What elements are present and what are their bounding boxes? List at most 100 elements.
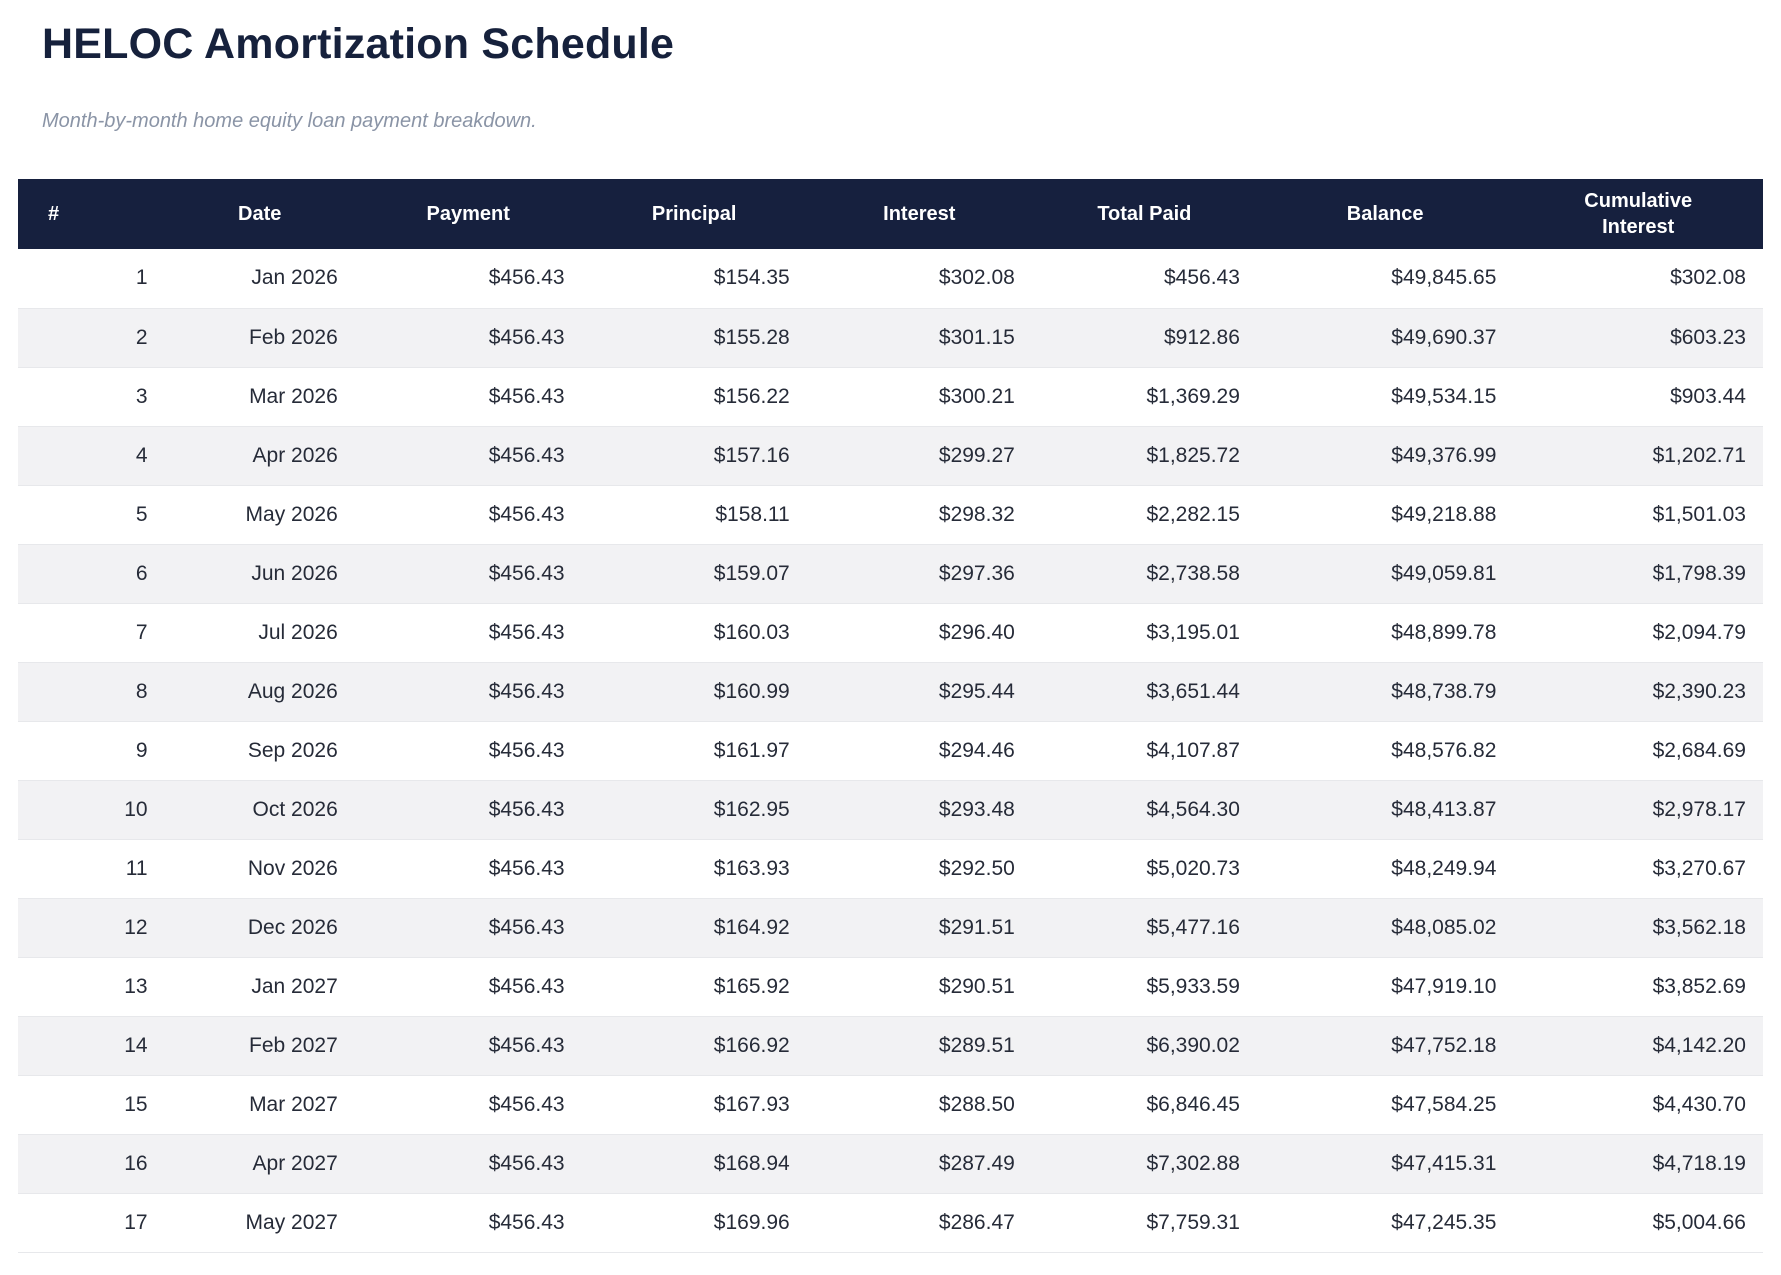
table-row-12: 12 Dec 2026 $456.43 $164.92 $291.51 $5,477.16… <box>18 898 1763 958</box>
column-header-0: # <box>18 179 165 249</box>
table-cell: $302.08 <box>806 249 1032 309</box>
table-row-2: 2 Feb 2026 $456.43 $155.28 $301.15 $912.86 $49… <box>18 308 1763 368</box>
table-row-15: 15 Mar 2027 $456.43 $167.93 $288.50 $6,846.45… <box>18 1075 1763 1135</box>
table-cell: 8 <box>18 662 165 722</box>
table-cell: $1,501.03 <box>1513 485 1763 545</box>
table-cell: $289.51 <box>806 1016 1032 1076</box>
table-cell: $292.50 <box>806 839 1032 899</box>
table-cell: $47,584.25 <box>1256 1075 1514 1135</box>
table-cell: Sep 2026 <box>164 721 355 781</box>
table-cell: May 2027 <box>164 1193 355 1253</box>
table-cell: $49,690.37 <box>1256 308 1514 368</box>
table-cell: $2,684.69 <box>1513 721 1763 781</box>
table-cell: $156.22 <box>581 367 807 427</box>
table-cell: $160.99 <box>581 662 807 722</box>
table-row-17: 17 May 2027 $456.43 $169.96 $286.47 $7,759.31… <box>18 1193 1763 1253</box>
table-row-4: 4 Apr 2026 $456.43 $157.16 $299.27 $1,825.72 $… <box>18 426 1763 486</box>
table-cell: $47,245.35 <box>1256 1193 1514 1253</box>
table-cell: $157.16 <box>581 426 807 486</box>
page-subtitle: Month-by-month home equity loan payment … <box>42 110 537 132</box>
table-cell: $48,085.02 <box>1256 898 1514 958</box>
table-cell: $49,376.99 <box>1256 426 1514 486</box>
column-header-3: Principal <box>581 179 807 249</box>
table-cell: $169.96 <box>581 1193 807 1253</box>
table-cell: $168.94 <box>581 1134 807 1194</box>
table-cell: $2,978.17 <box>1513 780 1763 840</box>
table-cell: $456.43 <box>354 898 582 958</box>
table-row-13: 13 Jan 2027 $456.43 $165.92 $290.51 $5,933.59… <box>18 957 1763 1017</box>
table-cell: $3,562.18 <box>1513 898 1763 958</box>
table-body: 1 Jan 2026 $456.43 $154.35 $302.08 $456.43 $49… <box>18 249 1763 1253</box>
table-cell: $155.28 <box>581 308 807 368</box>
table-cell: 12 <box>18 898 165 958</box>
table-cell: $48,576.82 <box>1256 721 1514 781</box>
column-header-5: Total Paid <box>1031 179 1257 249</box>
table-cell: $300.21 <box>806 367 1032 427</box>
table-cell: $160.03 <box>581 603 807 663</box>
column-header-label: Interest <box>883 203 956 225</box>
table-cell: $456.43 <box>354 308 582 368</box>
column-header-label: Payment <box>426 203 510 225</box>
table-cell: Aug 2026 <box>164 662 355 722</box>
table-cell: $4,430.70 <box>1513 1075 1763 1135</box>
table-cell: $49,845.65 <box>1256 249 1514 309</box>
table-cell: $47,919.10 <box>1256 957 1514 1017</box>
column-header-6: Balance <box>1256 179 1514 249</box>
amortization-table: # Date Payment Principal Interest Total Paid B… <box>18 179 1763 1253</box>
table-header-row: # Date Payment Principal Interest Total Paid B… <box>18 179 1763 249</box>
table-cell: $301.15 <box>806 308 1032 368</box>
table-cell: $48,899.78 <box>1256 603 1514 663</box>
column-header-label: Date <box>238 203 282 225</box>
table-cell: $298.32 <box>806 485 1032 545</box>
column-header-7: Cumulative Interest <box>1513 179 1763 249</box>
column-header-1: Date <box>164 179 355 249</box>
table-cell: $912.86 <box>1031 308 1257 368</box>
table-row-14: 14 Feb 2027 $456.43 $166.92 $289.51 $6,390.02… <box>18 1016 1763 1076</box>
table-cell: 14 <box>18 1016 165 1076</box>
table-cell: $456.43 <box>354 1075 582 1135</box>
table-cell: $49,534.15 <box>1256 367 1514 427</box>
table-row-8: 8 Aug 2026 $456.43 $160.99 $295.44 $3,651.44 $… <box>18 662 1763 722</box>
table-cell: Jan 2026 <box>164 249 355 309</box>
table-cell: $456.43 <box>354 367 582 427</box>
table-cell: $4,107.87 <box>1031 721 1257 781</box>
table-cell: 3 <box>18 367 165 427</box>
table-cell: Jul 2026 <box>164 603 355 663</box>
table-cell: $3,195.01 <box>1031 603 1257 663</box>
table-cell: $48,249.94 <box>1256 839 1514 899</box>
table-cell: Nov 2026 <box>164 839 355 899</box>
table-cell: $1,798.39 <box>1513 544 1763 604</box>
table-cell: Oct 2026 <box>164 780 355 840</box>
table-cell: $161.97 <box>581 721 807 781</box>
table-cell: Apr 2027 <box>164 1134 355 1194</box>
table-cell: $2,094.79 <box>1513 603 1763 663</box>
table-cell: $163.93 <box>581 839 807 899</box>
table-cell: $456.43 <box>354 957 582 1017</box>
table-cell: $5,004.66 <box>1513 1193 1763 1253</box>
column-header-label: Principal <box>651 203 737 225</box>
table-cell: 7 <box>18 603 165 663</box>
table-row-1: 1 Jan 2026 $456.43 $154.35 $302.08 $456.43 $49… <box>18 249 1763 309</box>
table-cell: $4,142.20 <box>1513 1016 1763 1076</box>
table-cell: $291.51 <box>806 898 1032 958</box>
table-cell: $296.40 <box>806 603 1032 663</box>
table-cell: $288.50 <box>806 1075 1032 1135</box>
table-cell: $456.43 <box>354 1134 582 1194</box>
table-cell: 1 <box>18 249 165 309</box>
table-cell: $3,270.67 <box>1513 839 1763 899</box>
table-cell: $456.43 <box>1031 249 1257 309</box>
table-cell: 16 <box>18 1134 165 1194</box>
table-row-11: 11 Nov 2026 $456.43 $163.93 $292.50 $5,020.73… <box>18 839 1763 899</box>
table-cell: 13 <box>18 957 165 1017</box>
table-cell: $456.43 <box>354 780 582 840</box>
table-cell: $166.92 <box>581 1016 807 1076</box>
table-cell: $47,415.31 <box>1256 1134 1514 1194</box>
table-cell: 17 <box>18 1193 165 1253</box>
table-cell: $165.92 <box>581 957 807 1017</box>
table-cell: $456.43 <box>354 544 582 604</box>
table-cell: $456.43 <box>354 1193 582 1253</box>
table-cell: $297.36 <box>806 544 1032 604</box>
table-cell: $299.27 <box>806 426 1032 486</box>
table-cell: $4,718.19 <box>1513 1134 1763 1194</box>
table-cell: $48,738.79 <box>1256 662 1514 722</box>
